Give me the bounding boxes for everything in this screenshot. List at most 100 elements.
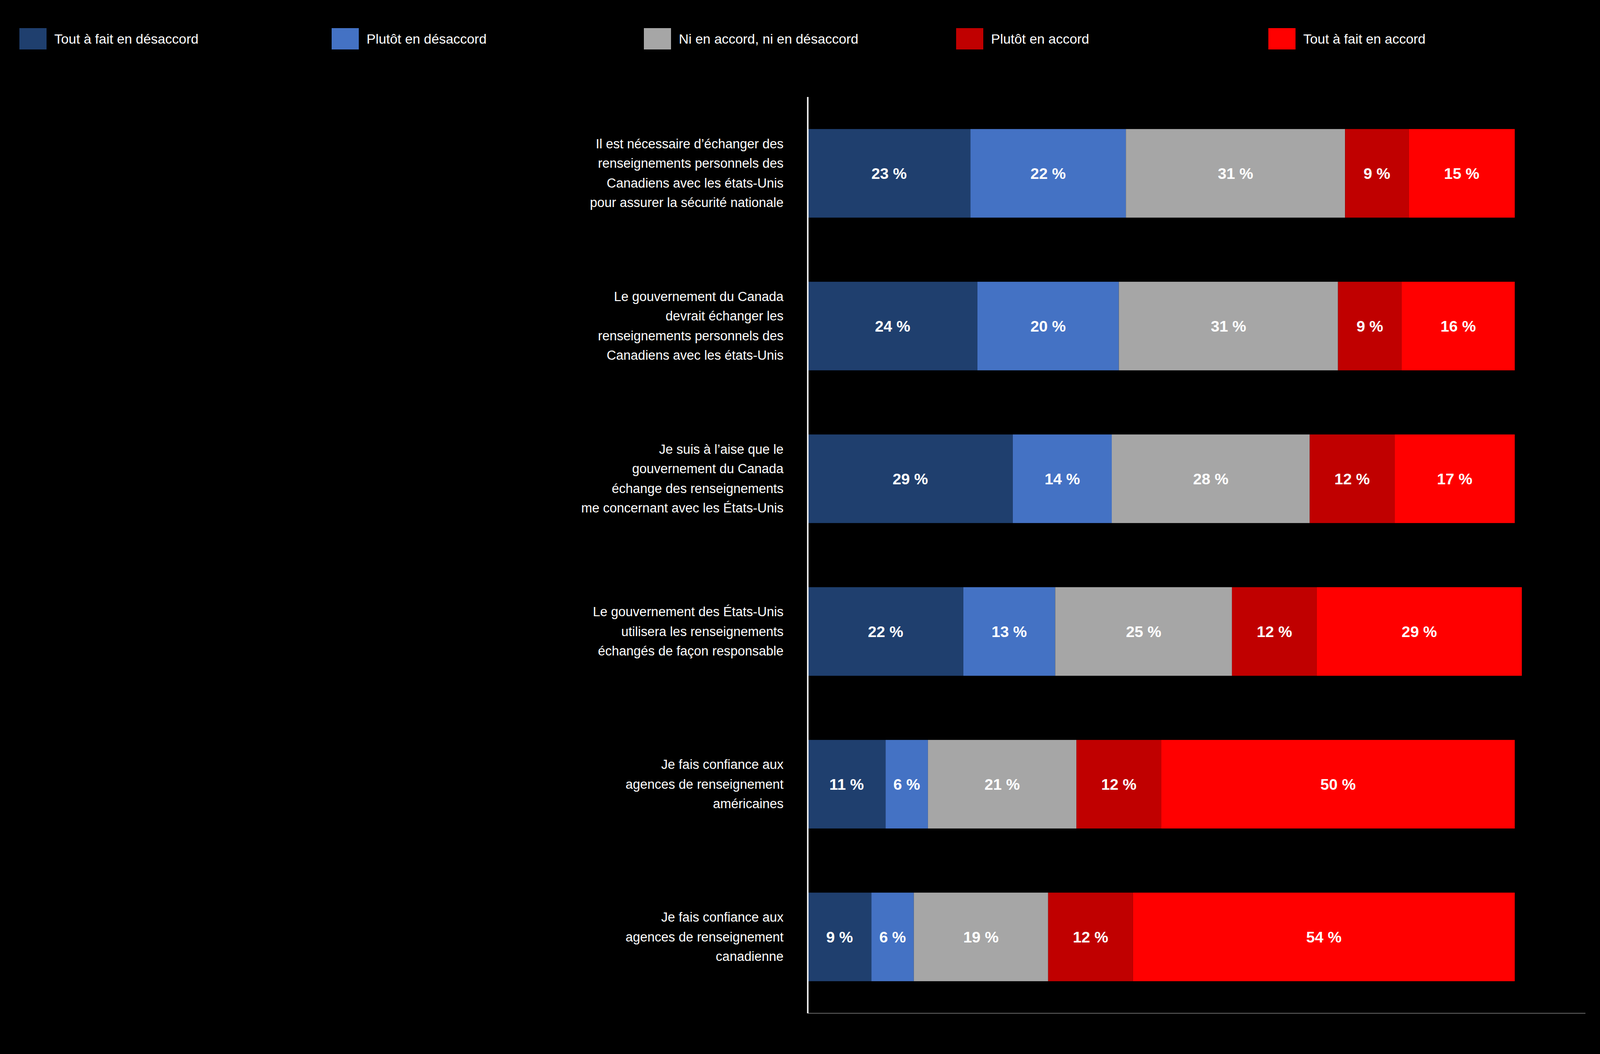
bar-segment (1076, 739, 1162, 829)
category-label-line: Le gouvernement du Canada (613, 289, 784, 304)
category-label: Je suis à l’aise que le gouvernement du C… (581, 442, 784, 516)
data-label: 31 % (1217, 164, 1254, 183)
data-label: 19 % (963, 928, 999, 946)
category-label: Il est nécessaire d’échanger desrenseign… (590, 136, 784, 211)
bar-segment (1119, 281, 1339, 371)
data-label: 14 % (1044, 470, 1080, 488)
data-label: 12 % (1256, 623, 1293, 641)
legend-label: Plutôt en accord (991, 31, 1089, 47)
legend-swatch (643, 28, 672, 50)
bar-segment (871, 892, 914, 982)
category-label-line: canadienne (715, 949, 784, 964)
bar-segment (1232, 587, 1317, 676)
data-label: 50 % (1320, 775, 1356, 794)
bar-segment (1316, 587, 1522, 676)
category-label-line: devrait échanger les (665, 308, 784, 324)
data-label: 54 % (1306, 928, 1342, 946)
bar-segment (1012, 434, 1112, 524)
data-label: 12 % (1101, 775, 1137, 794)
bar-segment (1394, 434, 1515, 524)
bar-segment (928, 739, 1077, 829)
data-label: 29 % (1401, 623, 1438, 641)
legend-swatch (331, 28, 359, 50)
x-axis-line (807, 1012, 1586, 1014)
category-label-line: renseignements personnels des (597, 156, 784, 171)
data-label: 17 % (1437, 470, 1473, 488)
bar-segment (1338, 281, 1402, 371)
data-label: 22 % (1030, 164, 1066, 183)
data-label: 13 % (991, 623, 1027, 641)
category-label-line: Canadiens avec les états-Unis (606, 348, 784, 363)
data-label: 16 % (1440, 317, 1476, 336)
bar-segment (913, 892, 1049, 982)
divider-line (807, 96, 809, 1014)
data-label: 25 % (1125, 623, 1162, 641)
category-label-line: échange des renseignements (611, 481, 784, 496)
category-label-line: me concernant avec les États-Unis (581, 500, 784, 516)
bars (807, 128, 1522, 982)
data-label: 21 % (984, 775, 1021, 794)
legend-swatch (19, 28, 47, 50)
category-label-line: agences de renseignement (625, 929, 784, 945)
category-label-line: Le gouvernement des États-Unis (592, 604, 784, 620)
data-label: 20 % (1030, 317, 1066, 336)
data-label: 9 % (826, 928, 853, 946)
bar-segment (977, 281, 1120, 371)
category-label: Le gouvernement des États-Unis utilisera … (592, 604, 784, 659)
data-label: 23 % (871, 164, 907, 183)
legend-label: Tout à fait en désaccord (54, 31, 199, 47)
bar-segment (1133, 892, 1515, 982)
category-label-line: renseignements personnels des (597, 328, 784, 344)
bar-segment (807, 892, 872, 982)
legend-label: Plutôt en désaccord (366, 31, 487, 47)
bar-segment (1408, 128, 1515, 218)
bar-segment (807, 739, 886, 829)
data-labels: 23 % 22 % 31 % 9 % 15 % 24 % 20 % 31 % 9 % 16 % 29… (826, 164, 1480, 946)
bar-segment (1048, 892, 1134, 982)
category-label: Je fais confiance aux agences de renseign… (625, 757, 784, 812)
data-label: 9 % (1363, 164, 1391, 183)
bar-segment (807, 128, 971, 218)
data-label: 28 % (1193, 470, 1229, 488)
legend-swatch (1268, 28, 1296, 50)
legend: Tout à fait en désaccord Plutôt en désacc… (19, 28, 1426, 50)
data-label: 15 % (1443, 164, 1480, 183)
category-label: Je fais confiance aux agences de renseign… (625, 910, 784, 964)
data-label: 29 % (892, 470, 928, 488)
category-label: Le gouvernement du Canada devrait échange… (597, 289, 784, 364)
bar-segment (970, 128, 1126, 218)
background (0, 0, 1600, 1054)
bar-segment (885, 739, 928, 829)
data-label: 6 % (879, 928, 906, 946)
bar-segment (1401, 281, 1515, 371)
bar-segment (807, 434, 1013, 524)
bar-segment (1161, 739, 1515, 829)
bar-segment (807, 587, 964, 676)
data-label: 9 % (1356, 317, 1384, 336)
bar-segment (1055, 587, 1232, 676)
category-label-line: Je fais confiance aux (661, 910, 784, 925)
category-label-line: Je fais confiance aux (661, 757, 784, 772)
category-label-line: Je suis à l’aise que le (658, 442, 784, 457)
bar-segment (1111, 434, 1310, 524)
legend-swatch (956, 28, 984, 50)
bar-segment (1344, 128, 1409, 218)
category-label-line: utilisera les renseignements (621, 624, 784, 640)
data-label: 22 % (867, 623, 904, 641)
legend-label: Ni en accord, ni en désaccord (678, 31, 859, 47)
category-label-line: Canadiens avec les états-Unis (606, 176, 784, 191)
chart: 23 % 22 % 31 % 9 % 15 % 24 % 20 % 31 % 9 % 16 % 29… (0, 0, 1600, 1054)
data-label: 11 % (829, 775, 864, 794)
data-label: 12 % (1334, 470, 1370, 488)
data-label: 24 % (875, 317, 911, 336)
data-label: 31 % (1210, 317, 1247, 336)
category-label-line: agences de renseignement (625, 777, 784, 792)
category-label-line: américaines (712, 796, 784, 812)
bar-segment (963, 587, 1056, 676)
bar-segment (1309, 434, 1395, 524)
category-labels: Il est nécessaire d’échanger desrenseign… (581, 136, 784, 964)
data-label: 12 % (1072, 928, 1109, 946)
category-label-line: échangés de façon responsable (597, 643, 784, 659)
bar-segment (1125, 128, 1345, 218)
category-label-line: gouvernement du Canada (632, 461, 784, 477)
